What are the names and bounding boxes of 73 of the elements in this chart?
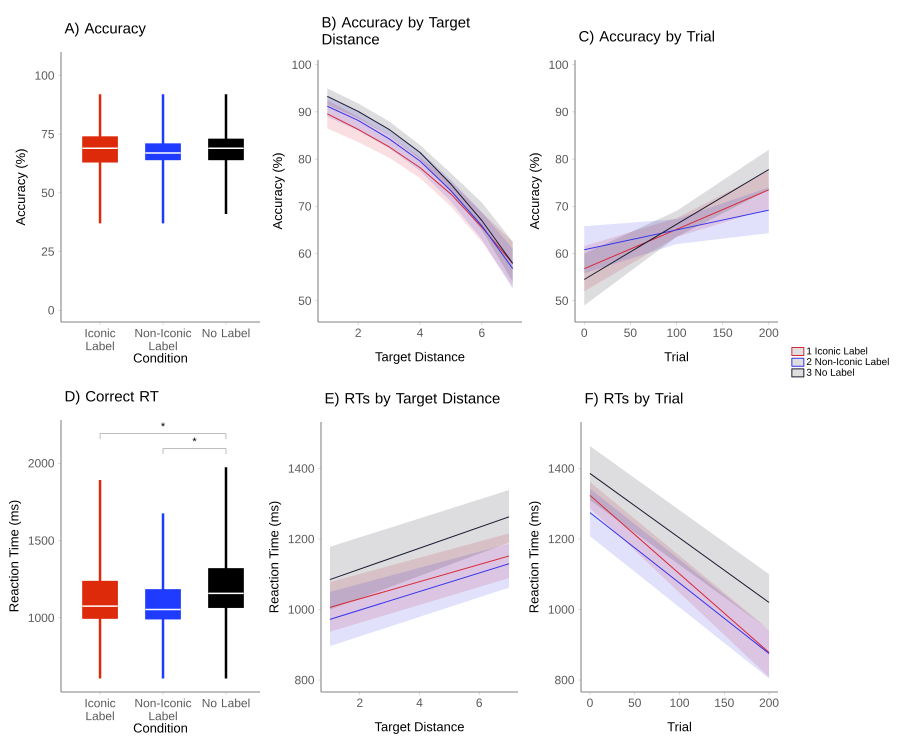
y-tick-label: 1200 [288, 534, 314, 544]
y-axis-title: Accuracy (%) [16, 149, 28, 226]
y-tick-label: 0 [48, 306, 54, 314]
x-axis-title: Target Distance [374, 722, 464, 734]
x-tick-label: 100 [667, 328, 686, 337]
y-tick-label: 80 [556, 154, 568, 164]
y-tick-label: 1500 [28, 536, 54, 545]
x-tick-label: 2 [357, 698, 363, 707]
y-tick-label: 800 [295, 676, 314, 684]
x-tick-label: 200 [760, 698, 779, 707]
x-tick-label: 200 [759, 328, 778, 337]
y-tick-label: 1000 [28, 614, 54, 622]
x-tick-label: 150 [714, 328, 732, 337]
legend-label: 1 Iconic Label [807, 347, 868, 354]
x-tick-label: No Label [202, 328, 250, 338]
y-tick-label: 60 [556, 249, 568, 258]
y-tick-label: 70 [298, 202, 312, 211]
x-tick-label: 0 [587, 698, 593, 707]
x-tick-label: 2 [355, 328, 361, 337]
x-tick-label: Iconic Label [86, 698, 116, 720]
chart-title: F) RTs by Trial [586, 392, 682, 406]
y-tick-label: 70 [556, 202, 568, 211]
chart-title: C) Accuracy by Trial [579, 30, 714, 44]
x-tick-label: No Label [202, 698, 250, 708]
x-tick-label: 6 [479, 328, 485, 337]
y-tick-label: 1400 [288, 464, 314, 473]
y-tick-label: 1000 [288, 605, 314, 614]
chart-title: D) Correct RT [66, 390, 159, 404]
annotation: * [192, 438, 196, 442]
chart-title: A) Accuracy [64, 22, 146, 36]
y-tick-label: 2000 [28, 459, 54, 468]
legend-label: 2 Non-Iconic Label [806, 358, 889, 366]
x-tick-label: 50 [624, 328, 637, 337]
x-tick-label: 4 [416, 328, 423, 337]
x-axis-title: Trial [664, 352, 688, 362]
y-tick-label: 800 [555, 676, 574, 684]
x-axis-title: Target Distance [375, 352, 464, 364]
y-tick-label: 50 [298, 296, 312, 305]
y-tick-label: 80 [298, 154, 312, 164]
x-tick-label: 100 [670, 698, 690, 707]
y-axis-title: Reaction Time (ms) [528, 502, 542, 612]
legend-label: 3 No Label [806, 368, 854, 376]
y-tick-label: 75 [42, 130, 54, 138]
x-tick-label: 0 [581, 328, 588, 337]
chart-title: E) RTs by Target Distance [326, 392, 500, 406]
y-tick-label: 50 [42, 188, 54, 198]
x-axis-title: Condition [134, 353, 188, 363]
x-tick-label: Non-Iconic Label [135, 328, 192, 350]
y-tick-label: 1200 [548, 534, 574, 544]
x-tick-label: Iconic Label [86, 328, 116, 350]
x-tick-label: Non-Iconic Label [135, 698, 192, 720]
x-axis-title: Trial [667, 722, 691, 732]
y-tick-label: 25 [42, 247, 54, 256]
x-tick-label: 50 [628, 698, 641, 707]
y-tick-label: 90 [556, 108, 568, 116]
y-tick-label: 100 [549, 60, 568, 69]
annotation: * [161, 422, 165, 426]
x-axis-title: Condition [134, 723, 188, 733]
chart-title: B) Accuracy by Target Distance [322, 16, 470, 44]
y-tick-label: 1000 [548, 605, 574, 614]
y-axis-title: Reaction Time (ms) [268, 502, 282, 612]
y-tick-label: 50 [556, 296, 568, 305]
y-tick-label: 1400 [548, 464, 574, 473]
y-tick-label: 60 [298, 249, 312, 258]
x-tick-label: 150 [715, 698, 734, 707]
y-tick-label: 90 [298, 108, 312, 116]
y-axis-title: Accuracy (%) [272, 153, 285, 230]
y-axis-title: Reaction Time (ms) [8, 500, 22, 612]
y-tick-label: 100 [292, 60, 312, 69]
x-tick-label: 4 [416, 698, 422, 707]
y-axis-title: Accuracy (%) [530, 153, 542, 230]
y-tick-label: 100 [35, 71, 54, 80]
x-tick-label: 6 [476, 698, 482, 707]
